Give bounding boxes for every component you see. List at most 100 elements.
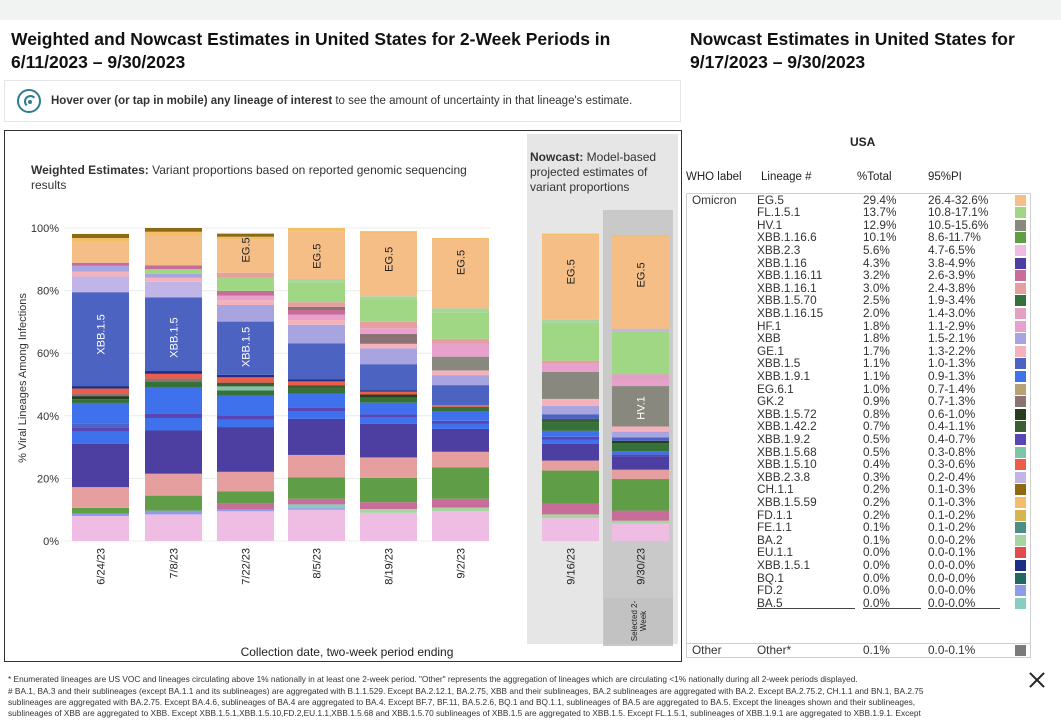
footnote-1: * Enumerated lineages are US VOC and lin… (8, 674, 858, 684)
total-cell: 0.0% (863, 583, 890, 598)
lineage-cell: XBB.1.9.2 (757, 431, 811, 446)
color-swatch (1015, 345, 1026, 357)
table-row[interactable]: Omicron EG.5 29.4% 26.4-32.6% (686, 192, 1031, 207)
lineage-cell: HV.1 (757, 217, 783, 232)
table-row[interactable]: XBB.1.42.2 0.7% 0.4-1.1% (686, 420, 1031, 433)
table-row[interactable]: BQ.1 0.0% 0.0-0.0% (686, 570, 1031, 585)
lineage-cell: EU.1.1 (757, 545, 794, 560)
total-cell: 1.7% (863, 343, 890, 358)
color-swatch (1015, 433, 1026, 445)
color-swatch (1015, 370, 1026, 382)
total-cell: 0.2% (863, 482, 890, 497)
color-swatch (1015, 207, 1026, 219)
table-row[interactable]: XBB.1.5.59 0.2% 0.1-0.3% (686, 496, 1031, 509)
table-row[interactable]: XBB 1.8% 1.5-2.1% (686, 332, 1031, 345)
total-cell: 3.0% (863, 280, 890, 295)
color-swatch (1015, 358, 1026, 370)
pi-cell: 0.7-1.3% (928, 394, 976, 409)
pi-cell: 0.0-0.0% (928, 570, 976, 585)
lineage-cell: FL.1.5.1 (757, 205, 801, 220)
total-cell: 1.0% (863, 381, 890, 396)
total-cell: 1.8% (863, 331, 890, 346)
total-cell: 0.7% (863, 419, 890, 434)
color-swatch (1015, 408, 1026, 420)
table-row[interactable]: EG.6.1 1.0% 0.7-1.4% (686, 381, 1031, 396)
table-row[interactable]: XBB.1.16.1 3.0% 2.4-3.8% (686, 282, 1031, 295)
table-row[interactable]: XBB.1.5.70 2.5% 1.9-3.4% (686, 294, 1031, 307)
table-row[interactable]: HV.1 12.9% 10.5-15.6% (686, 219, 1031, 232)
table-title: Nowcast Estimates in United States for 9… (690, 29, 1015, 72)
table-row[interactable]: BA.5 0.0% 0.0-0.0% (686, 597, 1031, 610)
lineage-cell: XBB.1.5.70 (757, 293, 817, 308)
total-cell: 0.5% (863, 431, 890, 446)
selected-2-week-label: Selected 2-Week (604, 598, 673, 644)
hover-hint: Hover over (or tap in mobile) any lineag… (4, 80, 681, 122)
lineage-cell: XBB.1.5.59 (757, 494, 817, 509)
table-row-other[interactable]: Other Other* 0.1% 0.0-0.1% (686, 644, 1031, 657)
table-row[interactable]: XBB.1.16 4.3% 3.8-4.9% (686, 255, 1031, 270)
table-row[interactable]: FD.1.1 0.2% 0.1-0.2% (686, 508, 1031, 522)
color-swatch (1015, 244, 1026, 256)
pi-cell: 0.3-0.6% (928, 457, 976, 472)
color-swatch (1015, 585, 1026, 597)
total-cell: 10.1% (863, 230, 897, 245)
pi-cell: 2.4-3.8% (928, 280, 976, 295)
lineage-cell: EG.6.1 (757, 381, 794, 396)
lineage-cell: Other* (757, 643, 792, 657)
table-row[interactable]: EU.1.1 0.0% 0.0-0.1% (686, 546, 1031, 559)
lineage-cell: BA.2 (757, 532, 783, 547)
color-swatch (1015, 219, 1026, 231)
pi-cell: 0.1-0.3% (928, 494, 976, 509)
table-row[interactable]: XBB.1.16.15 2.0% 1.4-3.0% (686, 307, 1031, 320)
pi-cell: 1.5-2.1% (928, 331, 976, 346)
table-row[interactable]: XBB.1.5.72 0.8% 0.6-1.0% (686, 408, 1031, 421)
table-row[interactable]: FE.1.1 0.1% 0.1-0.2% (686, 521, 1031, 534)
table-row[interactable]: XBB.1.5.10 0.4% 0.3-0.6% (686, 458, 1031, 471)
lineage-cell: XBB.1.5.72 (757, 406, 817, 421)
color-swatch (1015, 534, 1026, 546)
table-row[interactable]: XBB.1.16.6 10.1% 8.6-11.7% (686, 231, 1031, 244)
color-swatch (1015, 496, 1026, 508)
pi-cell: 0.4-1.1% (928, 419, 976, 434)
color-swatch (1015, 396, 1026, 408)
total-cell: 0.0% (863, 597, 921, 610)
color-swatch (1015, 547, 1026, 559)
header-total: %Total (857, 171, 892, 183)
table-row[interactable]: BA.2 0.1% 0.0-0.2% (686, 534, 1031, 547)
table-row[interactable]: GK.2 0.9% 0.7-1.3% (686, 395, 1031, 408)
color-swatch (1015, 333, 1026, 345)
pi-cell: 0.4-0.7% (928, 431, 976, 446)
lineage-cell: XBB.1.9.1 (757, 368, 811, 383)
top-band (0, 0, 1061, 20)
total-cell: 2.5% (863, 293, 890, 308)
table-row[interactable]: XBB.1.16.11 3.2% 2.6-3.9% (686, 269, 1031, 282)
close-icon[interactable] (1027, 670, 1047, 690)
table-row[interactable]: CH.1.1 0.2% 0.1-0.3% (686, 483, 1031, 496)
table-row[interactable]: FL.1.5.1 13.7% 10.8-17.1% (686, 206, 1031, 219)
who-label: Omicron (692, 192, 737, 207)
table-row[interactable]: XBB.1.5.68 0.5% 0.3-0.8% (686, 444, 1031, 459)
pi-cell: 10.8-17.1% (928, 205, 989, 220)
total-cell: 2.0% (863, 305, 890, 320)
lineage-cell: FE.1.1 (757, 520, 792, 535)
footnote-4: sublineages of XBB are aggregated to XBB… (8, 708, 921, 718)
table-row[interactable]: XBB.2.3 5.6% 4.7-6.5% (686, 244, 1031, 257)
table-row[interactable]: XBB.1.5 1.1% 1.0-1.3% (686, 357, 1031, 370)
pi-cell: 0.0-0.0% (928, 557, 976, 572)
table-row[interactable]: GE.1 1.7% 1.3-2.2% (686, 345, 1031, 358)
table-row[interactable]: XBB.1.9.2 0.5% 0.4-0.7% (686, 433, 1031, 446)
lineage-cell: XBB.2.3.8 (757, 469, 811, 484)
pi-cell: 1.0-1.3% (928, 356, 976, 371)
lineage-cell: CH.1.1 (757, 482, 794, 497)
table-row[interactable]: XBB.2.3.8 0.3% 0.2-0.4% (686, 471, 1031, 484)
lineage-cell: XBB.1.16 (757, 255, 807, 270)
lineage-cell: XBB.1.16.11 (757, 268, 823, 283)
table-row[interactable]: FD.2 0.0% 0.0-0.0% (686, 584, 1031, 597)
table-row[interactable]: XBB.1.5.1 0.0% 0.0-0.0% (686, 559, 1031, 572)
lineage-cell: XBB.1.5.68 (757, 444, 817, 459)
pi-cell: 0.0-0.1% (928, 643, 976, 657)
table-row[interactable]: XBB.1.9.1 1.1% 0.9-1.3% (686, 370, 1031, 383)
color-swatch (1015, 484, 1026, 496)
selected-period-highlight[interactable] (603, 210, 673, 646)
table-row[interactable]: HF.1 1.8% 1.1-2.9% (686, 319, 1031, 333)
